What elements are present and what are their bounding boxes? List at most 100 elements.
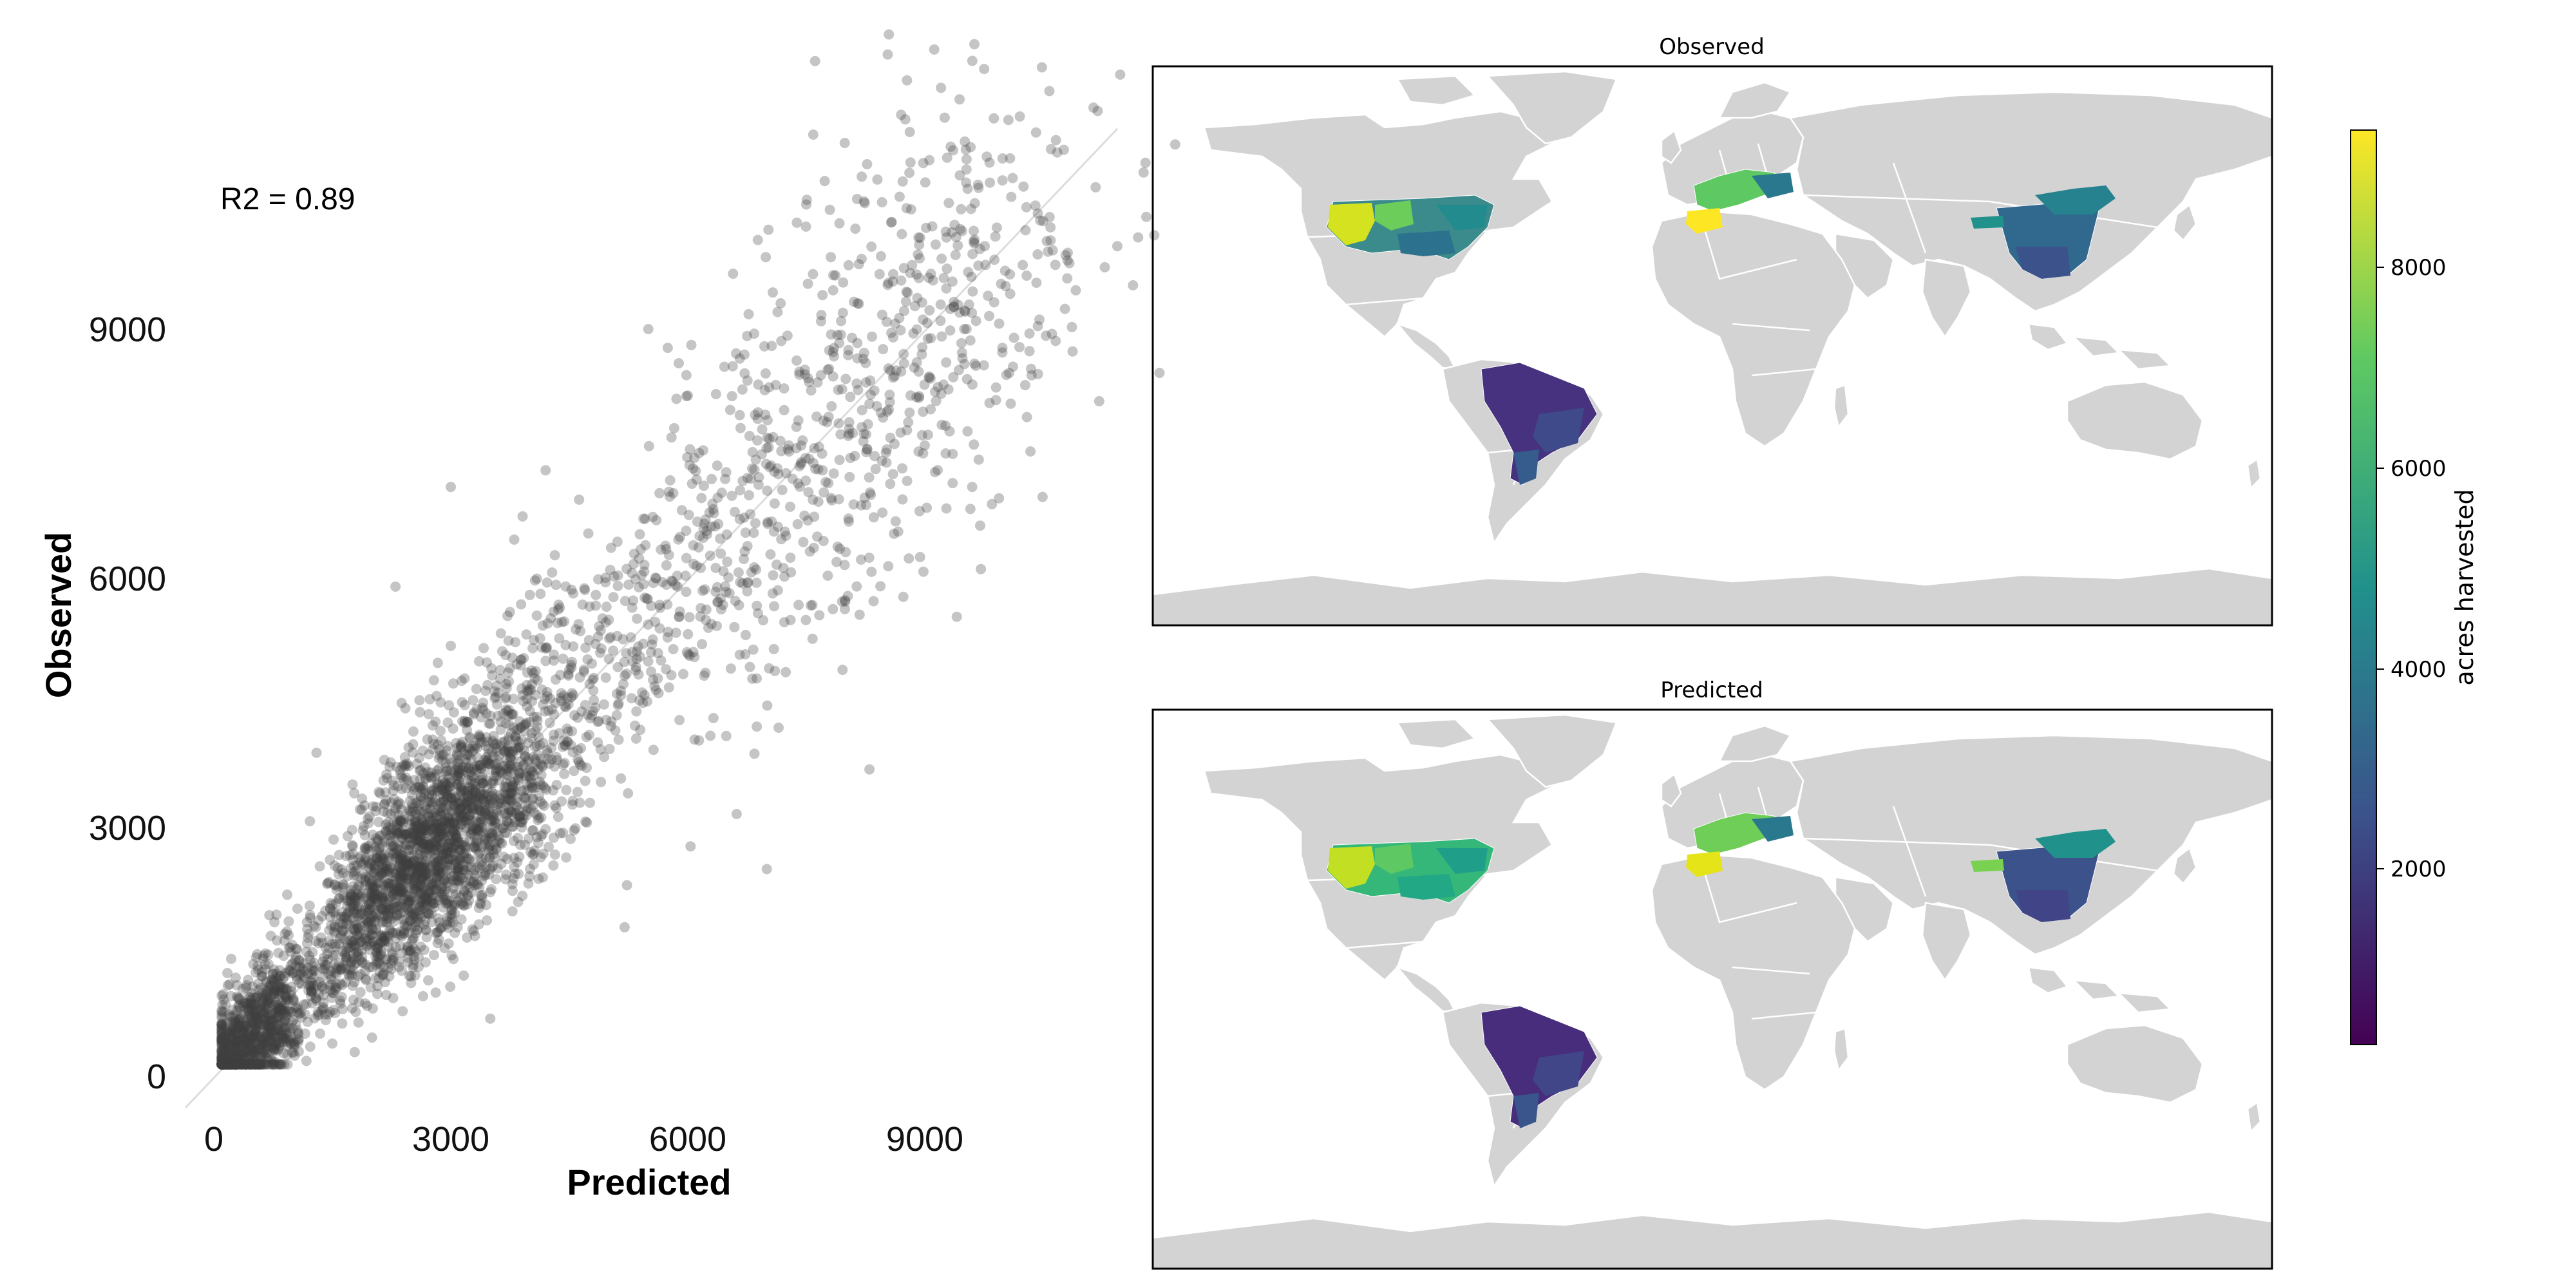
scatter-point <box>828 468 839 479</box>
scatter-point <box>945 303 956 314</box>
scatter-point <box>913 366 924 377</box>
scatter-point <box>1038 216 1048 227</box>
scatter-point <box>781 468 791 478</box>
colorbar-tick-4000: 4000 <box>2391 657 2447 683</box>
scatter-point <box>637 687 647 698</box>
scatter-point <box>587 706 598 717</box>
scatter-point <box>490 817 501 828</box>
scatter-point <box>430 858 440 869</box>
scatter-point <box>956 204 967 214</box>
scatter-point <box>828 346 838 357</box>
x-tick-0: 0 <box>204 1120 223 1159</box>
scatter-point <box>467 802 478 813</box>
scatter-point <box>400 703 411 714</box>
scatter-point <box>749 748 760 759</box>
scatter-point <box>406 806 417 817</box>
scatter-point <box>536 760 547 771</box>
scatter-point <box>372 981 383 992</box>
scatter-point <box>969 238 980 249</box>
scatter-point <box>810 464 821 475</box>
scatter-point <box>373 872 384 883</box>
scatter-point <box>404 883 415 894</box>
scatter-point <box>983 290 994 301</box>
scatter-point <box>243 1004 254 1015</box>
scatter-point <box>424 840 435 851</box>
scatter-point <box>922 334 933 344</box>
scatter-point <box>420 820 431 831</box>
scatter-point <box>422 907 433 918</box>
scatter-point <box>1021 412 1032 422</box>
scatter-point <box>430 829 440 840</box>
scatter-point <box>348 949 359 959</box>
scatter-point <box>239 1035 250 1046</box>
scatter-point <box>412 899 423 910</box>
scatter-point <box>267 1014 278 1025</box>
scatter-point <box>391 928 402 938</box>
scatter-point <box>495 716 506 727</box>
scatter-point <box>966 271 977 282</box>
scatter-point <box>374 842 385 853</box>
scatter-point <box>383 904 393 915</box>
scatter-point <box>442 845 453 856</box>
scatter-point <box>453 837 464 848</box>
scatter-point <box>482 679 493 690</box>
scatter-point <box>745 509 755 520</box>
scatter-point <box>328 926 339 937</box>
scatter-point <box>538 848 549 859</box>
scatter-point <box>408 828 419 839</box>
scatter-point <box>262 1021 273 1032</box>
scatter-point <box>385 808 396 819</box>
scatter-point <box>430 808 440 819</box>
scatter-point <box>247 1018 258 1029</box>
scatter-point <box>329 920 340 931</box>
scatter-point <box>1047 245 1058 256</box>
scatter-point <box>650 573 661 583</box>
scatter-point <box>599 752 610 762</box>
scatter-point <box>830 270 841 281</box>
scatter-point <box>403 920 414 931</box>
scatter-point <box>630 733 641 744</box>
scatter-point <box>794 366 805 377</box>
scatter-point <box>491 874 502 885</box>
scatter-point <box>662 343 673 354</box>
scatter-point <box>407 799 418 810</box>
scatter-point <box>740 527 751 538</box>
scatter-point <box>344 929 354 940</box>
scatter-point <box>1044 86 1055 97</box>
scatter-point <box>793 415 804 426</box>
scatter-point <box>509 862 520 873</box>
scatter-point <box>448 678 459 689</box>
scatter-point <box>735 485 746 496</box>
scatter-point <box>869 385 880 396</box>
scatter-point <box>273 1010 284 1021</box>
scatter-point <box>231 1047 242 1058</box>
scatter-point <box>472 799 483 810</box>
scatter-point <box>553 604 564 615</box>
scatter-point <box>973 182 984 193</box>
scatter-point <box>281 1010 292 1021</box>
scatter-point <box>401 869 412 880</box>
scatter-point <box>283 930 294 941</box>
scatter-point <box>951 611 962 622</box>
scatter-point <box>354 804 365 815</box>
scatter-point <box>437 749 448 760</box>
scatter-point <box>421 932 432 943</box>
scatter-point <box>433 934 444 945</box>
scatter-point <box>401 758 412 769</box>
scatter-point <box>559 740 570 751</box>
scatter-point <box>419 836 430 847</box>
scatter-point <box>500 869 511 880</box>
scatter-point <box>389 806 400 817</box>
scatter-point <box>231 1016 241 1027</box>
scatter-point <box>929 44 940 55</box>
scatter-point <box>395 770 406 781</box>
scatter-point <box>887 332 898 343</box>
scatter-point <box>314 861 325 872</box>
scatter-point <box>648 578 659 589</box>
scatter-point <box>442 779 453 790</box>
scatter-point <box>593 574 603 585</box>
scatter-point <box>417 843 428 853</box>
y-tick-3000: 3000 <box>89 809 166 848</box>
scatter-point <box>936 82 947 93</box>
scatter-point <box>532 675 543 686</box>
